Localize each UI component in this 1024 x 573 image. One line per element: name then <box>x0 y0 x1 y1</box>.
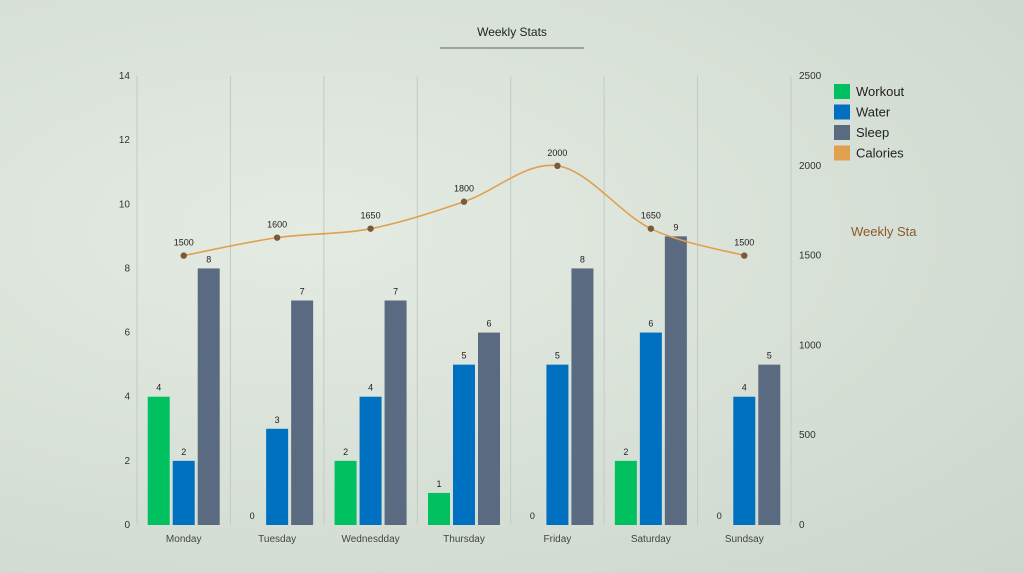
sleep-bar <box>758 364 781 525</box>
workout-value-label: 2 <box>343 447 348 457</box>
water-value-label: 6 <box>648 319 653 329</box>
calories-point <box>741 252 748 259</box>
sleep-value-label: 6 <box>486 319 491 329</box>
water-bar <box>359 396 382 525</box>
y-left-tick-label: 12 <box>119 135 131 146</box>
workout-bar <box>428 492 450 525</box>
water-value-label: 5 <box>461 351 466 361</box>
legend-label-workout: Workout <box>856 84 905 99</box>
calories-value-label: 1650 <box>641 211 661 221</box>
category-label: Monday <box>166 534 202 545</box>
y-right-tick-label: 1000 <box>799 340 822 351</box>
legend-swatch-calories <box>834 145 850 161</box>
category-label: Sundsay <box>725 534 764 545</box>
water-bar <box>172 460 195 525</box>
sleep-value-label: 5 <box>767 351 772 361</box>
water-bar <box>266 428 289 525</box>
workout-value-label: 0 <box>530 511 535 521</box>
sleep-bar <box>478 332 500 525</box>
calories-point <box>273 234 281 241</box>
calories-value-label: 1500 <box>734 238 754 248</box>
sleep-bar <box>664 236 687 525</box>
y-left-tick-label: 6 <box>124 328 130 339</box>
legend-label-water: Water <box>856 105 891 120</box>
workout-bar <box>147 396 170 525</box>
workout-value-label: 4 <box>156 383 161 393</box>
category-label: Thursday <box>443 534 485 545</box>
workout-value-label: 0 <box>250 511 255 521</box>
workout-bar <box>614 460 637 525</box>
calories-value-label: 1650 <box>361 211 381 221</box>
bars <box>147 236 781 525</box>
y-right-tick-label: 500 <box>799 430 816 441</box>
sleep-value-label: 7 <box>300 287 305 297</box>
sleep-value-label: 7 <box>393 287 398 297</box>
grid <box>136 76 792 525</box>
calories-line <box>180 162 748 259</box>
water-bar <box>546 364 569 525</box>
calories-point <box>367 225 374 232</box>
y-left-tick-label: 0 <box>124 520 130 531</box>
y-right-tick-label: 2500 <box>799 71 822 82</box>
calories-point <box>460 198 468 205</box>
y-right-tick-label: 0 <box>799 520 805 531</box>
y-left-tick-label: 10 <box>119 199 131 210</box>
value-labels: 4 2 8 0 3 7 2 4 7 1 5 6 0 5 8 2 6 9 0 4 5 1500 1600 1650 1800 200… <box>156 148 772 521</box>
calories-value-label: 1500 <box>174 238 194 248</box>
water-value-label: 4 <box>742 383 747 393</box>
legend: Workout Water Sleep Calories <box>834 84 905 161</box>
y-left-tick-label: 14 <box>119 71 131 82</box>
category-label: Saturday <box>631 534 671 545</box>
water-bar <box>639 332 662 525</box>
sleep-bar <box>384 300 407 525</box>
workout-bar <box>334 460 357 525</box>
x-axis: Monday Tuesday Wednesdday Thursday Friday Sat… <box>166 534 764 545</box>
legend-swatch-sleep <box>834 125 850 140</box>
category-label: Tuesday <box>258 534 296 545</box>
side-title: Weekly Sta <box>851 224 917 239</box>
y-right-tick-label: 2000 <box>799 161 822 172</box>
water-value-label: 5 <box>555 351 560 361</box>
calories-value-label: 2000 <box>547 148 567 158</box>
y-axis-left: 0 2 4 6 8 10 12 14 <box>119 71 131 531</box>
sleep-bar <box>291 300 314 525</box>
legend-label-sleep: Sleep <box>856 125 889 140</box>
workout-value-label: 1 <box>436 479 441 489</box>
water-bar <box>453 364 475 525</box>
chart-title: Weekly Stats <box>477 25 547 39</box>
workout-value-label: 2 <box>623 447 628 457</box>
y-left-tick-label: 8 <box>124 263 130 274</box>
category-label: Wednesdday <box>341 534 399 545</box>
sleep-bar <box>197 268 220 525</box>
calories-point <box>647 225 655 232</box>
water-value-label: 3 <box>275 415 280 425</box>
water-value-label: 4 <box>368 383 373 393</box>
sleep-value-label: 8 <box>580 254 585 264</box>
y-left-tick-label: 2 <box>124 456 130 467</box>
legend-swatch-water <box>834 104 850 120</box>
y-left-tick-label: 4 <box>124 392 130 403</box>
legend-label-calories: Calories <box>856 146 904 161</box>
workout-value-label: 0 <box>717 511 722 521</box>
sleep-value-label: 9 <box>673 222 678 232</box>
calories-point <box>554 162 561 169</box>
calories-point <box>180 252 187 259</box>
calories-value-label: 1600 <box>267 220 287 230</box>
sleep-bar <box>571 268 594 525</box>
y-axis-right: 0 500 1000 1500 2000 2500 <box>799 71 822 531</box>
y-right-tick-label: 1500 <box>799 251 822 262</box>
category-label: Friday <box>544 534 572 545</box>
legend-swatch-workout <box>834 84 850 99</box>
calories-value-label: 1800 <box>454 184 474 194</box>
water-bar <box>733 396 756 525</box>
water-value-label: 2 <box>181 447 186 457</box>
sleep-value-label: 8 <box>206 254 211 264</box>
